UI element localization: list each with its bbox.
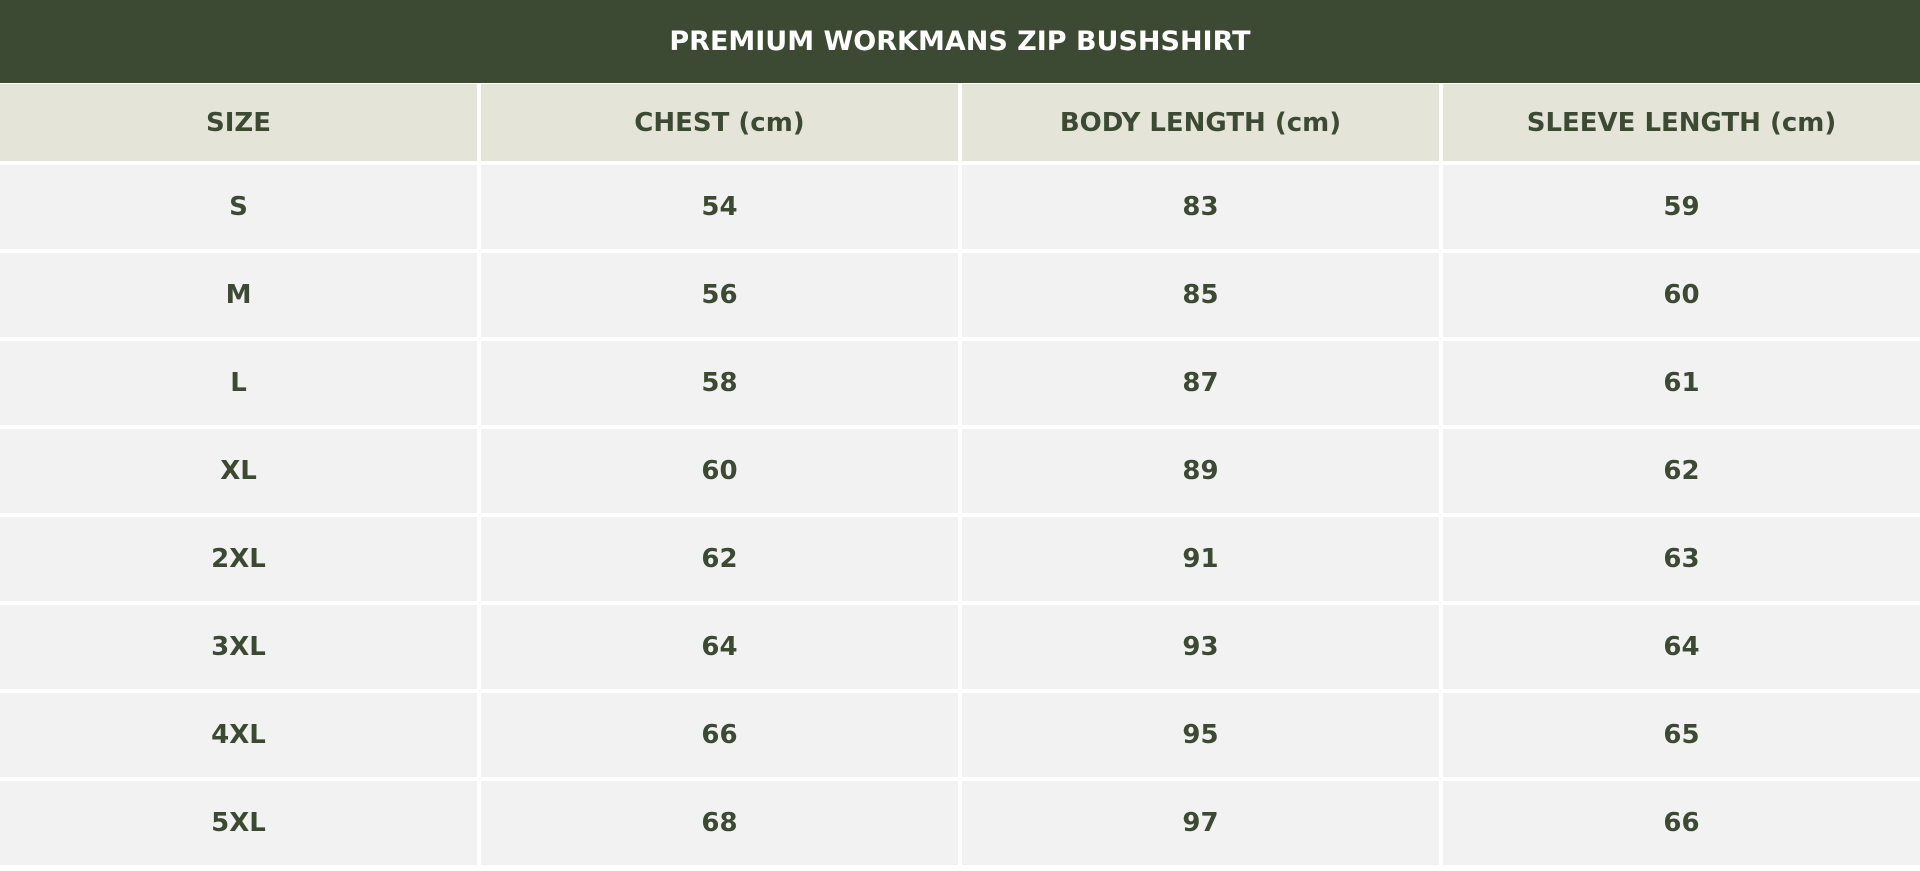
cell-body-length: 87 (962, 341, 1439, 425)
cell-chest: 58 (481, 341, 958, 425)
column-header-sleeve-length: SLEEVE LENGTH (cm) (1443, 84, 1920, 161)
cell-size: M (0, 253, 477, 337)
table-title: PREMIUM WORKMANS ZIP BUSHSHIRT (0, 0, 1920, 83)
cell-size: 4XL (0, 693, 477, 777)
cell-chest: 68 (481, 781, 958, 865)
cell-sleeve-length: 60 (1443, 253, 1920, 337)
cell-sleeve-length: 63 (1443, 517, 1920, 601)
cell-sleeve-length: 65 (1443, 693, 1920, 777)
cell-size: XL (0, 429, 477, 513)
cell-body-length: 97 (962, 781, 1439, 865)
column-header-size: SIZE (0, 84, 477, 161)
cell-sleeve-length: 59 (1443, 165, 1920, 249)
cell-chest: 60 (481, 429, 958, 513)
cell-chest: 64 (481, 605, 958, 689)
cell-body-length: 93 (962, 605, 1439, 689)
cell-size: 5XL (0, 781, 477, 865)
column-header-chest: CHEST (cm) (481, 84, 958, 161)
cell-size: S (0, 165, 477, 249)
size-chart-table: SIZE CHEST (cm) BODY LENGTH (cm) SLEEVE … (0, 83, 1920, 865)
cell-sleeve-length: 62 (1443, 429, 1920, 513)
cell-sleeve-length: 64 (1443, 605, 1920, 689)
cell-size: 3XL (0, 605, 477, 689)
cell-body-length: 83 (962, 165, 1439, 249)
cell-size: 2XL (0, 517, 477, 601)
cell-body-length: 91 (962, 517, 1439, 601)
cell-chest: 54 (481, 165, 958, 249)
cell-body-length: 89 (962, 429, 1439, 513)
cell-body-length: 85 (962, 253, 1439, 337)
cell-chest: 56 (481, 253, 958, 337)
cell-body-length: 95 (962, 693, 1439, 777)
cell-chest: 62 (481, 517, 958, 601)
column-header-body-length: BODY LENGTH (cm) (962, 84, 1439, 161)
cell-sleeve-length: 66 (1443, 781, 1920, 865)
cell-sleeve-length: 61 (1443, 341, 1920, 425)
cell-size: L (0, 341, 477, 425)
cell-chest: 66 (481, 693, 958, 777)
